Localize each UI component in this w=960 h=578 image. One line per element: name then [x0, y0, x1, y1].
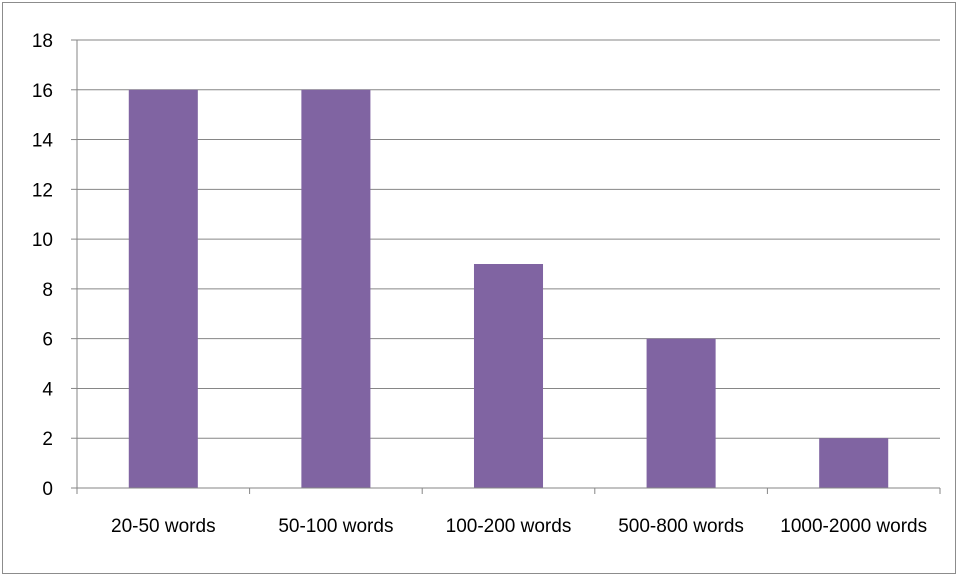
grid-lines — [77, 39, 940, 439]
bar — [819, 438, 889, 488]
bar — [301, 89, 371, 489]
y-tick-label: 12 — [32, 180, 53, 201]
x-tick-label: 1000-2000 words — [780, 516, 927, 537]
y-tick-label: 14 — [32, 131, 54, 152]
y-tick-label: 18 — [32, 31, 53, 52]
y-tick-label: 0 — [42, 479, 53, 500]
x-tick-labels: 20-50 words 50-100 words 100-200 words 500-… — [111, 516, 927, 537]
axes — [71, 39, 941, 494]
x-tick-label: 20-50 words — [111, 516, 216, 537]
bars — [128, 89, 889, 489]
y-tick-label: 16 — [32, 81, 53, 102]
y-tick-label: 10 — [32, 230, 53, 251]
bar — [128, 89, 198, 489]
x-tick-label: 100-200 words — [446, 516, 572, 537]
y-tick-label: 6 — [42, 330, 53, 351]
bar — [473, 264, 544, 488]
x-tick-label: 50-100 words — [278, 516, 393, 537]
x-tick-label: 500-800 words — [618, 516, 744, 537]
y-tick-labels: 0 2 4 6 8 10 12 14 16 18 — [32, 31, 54, 500]
bar — [646, 338, 716, 488]
y-tick-label: 8 — [42, 280, 53, 301]
y-tick-label: 2 — [42, 429, 53, 450]
y-tick-label: 4 — [42, 379, 53, 400]
